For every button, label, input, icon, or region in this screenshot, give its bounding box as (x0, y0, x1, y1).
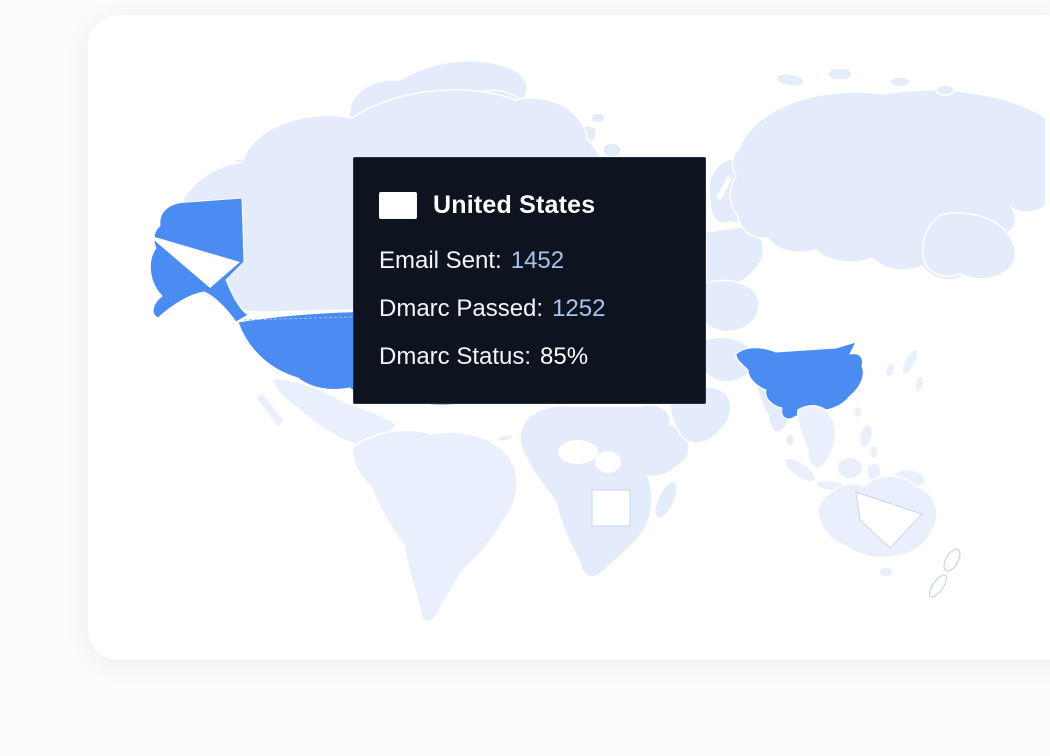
congo-cutout (595, 451, 621, 473)
us-canada-border (243, 316, 353, 321)
tooltip-header: United States (379, 191, 680, 219)
region-south-america[interactable] (351, 429, 518, 623)
alaska-glitch-cut (148, 235, 240, 288)
email-sent-label: Email Sent: (379, 247, 502, 274)
region-sri-lanka (785, 433, 795, 447)
tooltip-country-name: United States (433, 190, 596, 219)
dmarc-status-value: 85% (540, 343, 589, 370)
tooltip-row-dmarc-status: Dmarc Status: 85% (379, 345, 680, 369)
region-southeast-asia[interactable] (796, 405, 837, 469)
country-tooltip: United States Email Sent: 1452 Dmarc Pas… (353, 157, 706, 404)
region-tasmania (878, 566, 894, 578)
gulf-of-guinea-cutout (558, 440, 598, 464)
region-new-zealand (928, 548, 961, 598)
region-indonesia-islands (783, 423, 927, 493)
region-madagascar[interactable] (650, 478, 681, 521)
dmarc-passed-label: Dmarc Passed: (379, 295, 544, 322)
region-japan (884, 348, 925, 393)
email-sent-value: 1452 (510, 247, 565, 274)
dmarc-passed-value: 1252 (552, 295, 606, 322)
africa-glitch-tile (591, 489, 631, 527)
tooltip-row-dmarc-passed: Dmarc Passed: 1252 (379, 297, 680, 321)
region-arctic-islands (775, 67, 955, 96)
region-baja (255, 390, 285, 430)
dmarc-status-label: Dmarc Status: (379, 343, 532, 370)
us-flag-icon (379, 191, 417, 219)
tooltip-rows: Email Sent: 1452 Dmarc Passed: 1252 Dmar… (379, 249, 680, 369)
region-russia-far-east[interactable] (922, 212, 1016, 280)
fjord-cut-1 (716, 176, 732, 200)
australia-glitch-polygon (855, 491, 923, 549)
region-taiwan (853, 405, 863, 419)
tooltip-row-email-sent: Email Sent: 1452 (379, 249, 680, 273)
